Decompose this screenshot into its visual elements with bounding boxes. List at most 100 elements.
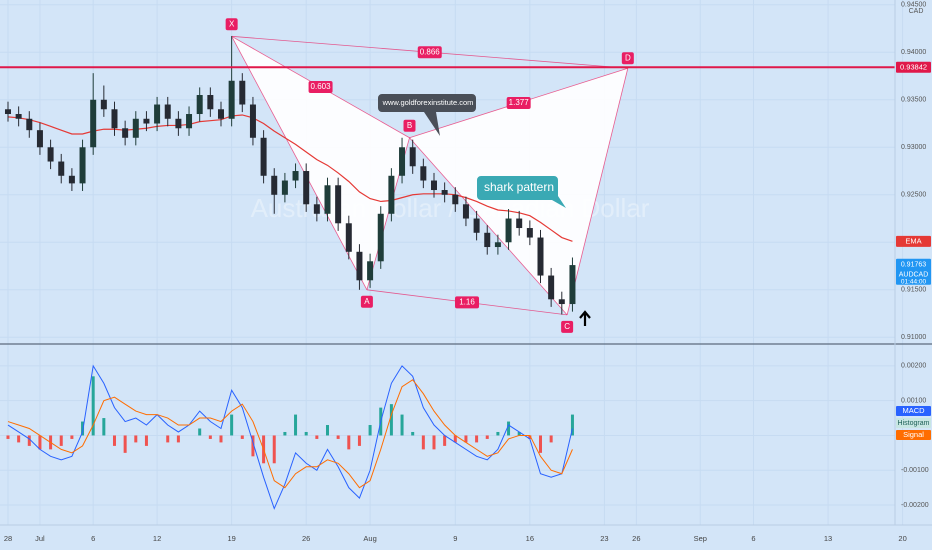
legend-histogram: Histogram — [898, 420, 930, 427]
grid — [0, 0, 904, 525]
candle-body — [154, 104, 161, 124]
histogram-bar — [453, 435, 457, 443]
histogram-bar — [123, 435, 127, 453]
candle-body — [292, 171, 299, 181]
histogram-bar — [400, 414, 404, 436]
candle-body — [143, 118, 150, 124]
candle-body — [47, 147, 54, 162]
candle-body — [36, 130, 43, 148]
macd-line — [7, 379, 573, 489]
histogram-bar — [570, 414, 574, 436]
histogram-bar — [304, 431, 308, 436]
histogram-bar — [485, 435, 489, 439]
candle-body — [228, 80, 235, 119]
price-tag-bg — [896, 258, 931, 285]
histogram-bar — [549, 435, 553, 443]
point-label-bg — [403, 119, 416, 132]
candle-body — [271, 175, 278, 195]
candle-body — [324, 185, 331, 214]
candle-body — [558, 299, 565, 305]
candle-body — [388, 175, 395, 214]
legend-signal-bg — [896, 430, 931, 440]
x-tick-label: Jul — [35, 534, 45, 543]
candle-body — [537, 237, 544, 276]
histogram-bar — [528, 435, 532, 439]
histogram-bar — [283, 431, 287, 436]
candle-body — [186, 114, 193, 129]
candle-body — [377, 213, 384, 262]
candle-body — [409, 147, 416, 167]
candle-body — [175, 118, 182, 129]
callout-box — [477, 176, 566, 208]
ratio-label: 1.377 — [509, 98, 530, 107]
pattern-line — [231, 36, 368, 290]
legend-histogram-bg — [896, 418, 931, 428]
histogram-bar — [134, 435, 138, 443]
candle-body — [90, 99, 97, 148]
pattern-line — [566, 68, 629, 315]
legend-macd-bg — [896, 406, 931, 416]
candle-body — [207, 95, 214, 110]
candle-body — [452, 194, 459, 205]
candle-body — [132, 118, 139, 138]
histogram-bar — [166, 435, 170, 443]
candle-body — [484, 232, 491, 248]
x-tick-label: 6 — [91, 534, 95, 543]
callout-box — [378, 94, 476, 136]
y-tick-label: -0.00100 — [901, 467, 929, 474]
price-tag-countdown: 01:44:00 — [901, 279, 927, 286]
x-tick-label: 23 — [600, 534, 608, 543]
candle-body — [335, 185, 342, 224]
histogram-bar — [368, 425, 372, 436]
candle-body — [4, 109, 11, 115]
histogram-bar — [17, 435, 21, 443]
x-tick-label: 16 — [526, 534, 534, 543]
candle-body — [79, 147, 86, 184]
histogram-bar — [176, 435, 180, 443]
y-tick-label: 0.92500 — [901, 192, 926, 199]
ratio-label: 0.866 — [420, 47, 441, 56]
candle-body — [505, 218, 512, 243]
ema-label-bg — [896, 235, 931, 247]
currency-label: CAD — [909, 8, 924, 15]
x-tick-label: 12 — [153, 534, 161, 543]
point-label: B — [407, 121, 412, 130]
candle-body — [420, 166, 427, 181]
y-tick-label: 0.93500 — [901, 97, 926, 104]
histogram-bar — [81, 421, 85, 436]
histogram-bar — [347, 435, 351, 450]
x-tick-label: 6 — [751, 534, 755, 543]
histogram-bar — [27, 435, 31, 446]
histogram-bar — [357, 435, 361, 446]
candle-body — [26, 118, 33, 131]
histogram-bar — [336, 435, 340, 439]
y-tick-label: 0.91500 — [901, 287, 926, 294]
ratio-label-bg — [308, 81, 333, 94]
ema-line — [7, 114, 573, 242]
histogram-bar — [421, 435, 425, 450]
ratio-label-bg — [455, 296, 480, 309]
legend-signal: Signal — [903, 430, 924, 439]
pattern-line — [409, 137, 568, 316]
level-label-bg — [896, 61, 931, 73]
candle-body — [516, 218, 523, 229]
histogram-bar — [198, 428, 202, 436]
x-tick-label: 26 — [632, 534, 640, 543]
candle-body — [548, 275, 555, 300]
histogram-bar — [389, 404, 393, 436]
histogram-bar — [230, 414, 234, 436]
histogram-bar — [272, 435, 276, 464]
y-tick-label: 0.94500 — [901, 2, 926, 9]
macd-line — [7, 364, 573, 510]
x-tick-label: 19 — [227, 534, 235, 543]
candle-body — [217, 109, 224, 119]
ratio-label-bg — [506, 96, 531, 109]
candle-body — [15, 114, 22, 119]
histogram-bar — [496, 431, 500, 436]
price-panel — [0, 35, 895, 316]
histogram-bar — [475, 435, 479, 443]
y-tick-label: -0.00200 — [901, 502, 929, 509]
x-tick-label: 13 — [824, 534, 832, 543]
histogram-bar — [411, 431, 415, 436]
candle-body — [100, 99, 107, 110]
